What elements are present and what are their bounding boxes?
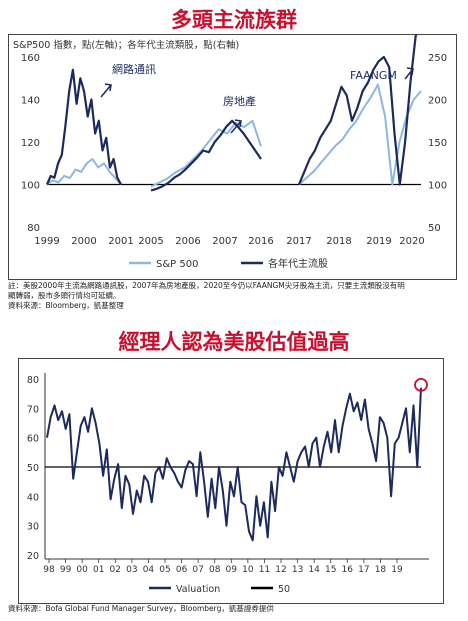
x-tick-label: 2005: [138, 236, 163, 247]
y-tick-label: 20: [27, 551, 39, 562]
legend-50-label: 50: [278, 584, 290, 595]
y-tick-label: 50: [27, 463, 39, 474]
x-tick-label: 02: [110, 565, 121, 575]
annotation-faangm: FAANGM: [350, 69, 397, 82]
x-tick-label: 13: [292, 565, 303, 575]
x-tick-label: 07: [192, 565, 203, 575]
left-tick-label: 140: [21, 96, 40, 107]
y-tick-label: 40: [27, 492, 39, 503]
sector-line-segment: [297, 22, 423, 186]
sp500-line-segment: [46, 158, 122, 186]
x-tick-label: 18: [375, 565, 387, 575]
chart1-svg: S&P500 指數，點(左軸)；各年代主流類股，點(右軸) 80 100 120 14…: [13, 22, 447, 270]
x-tick-label: 2016: [248, 236, 273, 247]
right-tick-label: 50: [428, 223, 441, 234]
x-tick-label: 09: [226, 565, 238, 575]
x-tick-label: 16: [342, 565, 354, 575]
annotation-network: 網路通訊: [112, 62, 156, 76]
y-tick-label: 80: [27, 375, 39, 386]
x-tick-label: 17: [358, 565, 369, 575]
y-tick-label: 70: [27, 404, 39, 415]
x-tick-label: 98: [43, 565, 55, 575]
left-tick-label: 100: [21, 181, 40, 192]
x-tick-label: 2020: [399, 236, 424, 247]
right-tick-label: 100: [428, 181, 447, 192]
latest-value-highlight-circle: [414, 377, 428, 392]
x-tick-label: 2000: [71, 236, 96, 247]
chart2-source: 資料來源：Bofa Global Fund Manager Survey，Blo…: [8, 604, 274, 613]
sp500-line-segment: [150, 119, 262, 188]
chart2-svg: 20 30 40 50 60 70 80 98 99 00 01 02 03 04 05 06 07 08 09 10…: [27, 373, 429, 595]
x-tick-label: 2018: [326, 236, 351, 247]
x-tick-label: 12: [275, 565, 286, 575]
x-tick-label: 06: [176, 565, 188, 575]
x-tick-label: 19: [391, 565, 403, 575]
sector-line-segment: [45, 68, 122, 186]
right-tick-label: 200: [428, 96, 447, 107]
x-tick-label: 01: [93, 565, 104, 575]
x-tick-label: 14: [308, 565, 320, 575]
legend-valuation-label: Valuation: [176, 584, 220, 595]
x-tick-label: 03: [126, 565, 137, 575]
left-tick-label: 80: [27, 223, 40, 234]
chart1-title: 多頭主流族群: [171, 7, 297, 32]
left-tick-label: 120: [21, 138, 40, 149]
annotation-network-arrow: [100, 83, 112, 98]
sp500-line-segment: [298, 83, 422, 186]
x-tick-label: 2019: [366, 236, 391, 247]
x-tick-label: 08: [209, 565, 221, 575]
legend-sector-label: 各年代主流股: [268, 257, 328, 270]
annotation-real-estate-arrow: [230, 119, 242, 134]
chart1-source: 資料來源：Bloomberg，凱基整理: [8, 301, 124, 310]
x-tick-label: 2007: [212, 236, 237, 247]
annotation-real-estate: 房地產: [223, 94, 256, 108]
chart2-notes: 資料來源：Bofa Global Fund Manager Survey，Blo…: [8, 604, 458, 614]
x-tick-label: 1999: [34, 236, 59, 247]
x-tick-label: 05: [159, 565, 170, 575]
y-tick-label: 60: [27, 434, 39, 445]
x-tick-label: 2006: [175, 236, 200, 247]
x-tick-label: 2001: [108, 236, 133, 247]
chart1-panel: S&P500 指數，點(左軸)；各年代主流類股，點(右軸) 80 100 120 14…: [8, 22, 457, 280]
sector-line-segment: [150, 119, 262, 192]
chart2-title: 經理人認為美股估值過高: [118, 329, 350, 354]
right-tick-label: 250: [428, 53, 447, 64]
chart1-notes: 註：美股2000年主流為網路通訊股，2007年為房地產股，2020至今仍以FAA…: [8, 281, 458, 311]
chart1-note-line-1: 註：美股2000年主流為網路通訊股，2007年為房地產股，2020至今仍以FAA…: [8, 281, 405, 290]
chart2-panel: 20 30 40 50 60 70 80 98 99 00 01 02 03 04 05 06 07 08 09 10…: [18, 358, 444, 604]
left-tick-label: 160: [21, 53, 40, 64]
chart1-note-line-2: 顯轉弱，股市多頭行情均可延續。: [8, 291, 121, 300]
x-tick-label: 11: [259, 565, 270, 575]
y-tick-label: 30: [27, 522, 39, 533]
right-tick-label: 150: [428, 138, 447, 149]
chart1-subtitle: S&P500 指數，點(左軸)；各年代主流類股，點(右軸): [13, 39, 239, 51]
legend-sp500-label: S&P 500: [156, 259, 198, 270]
x-tick-label: 99: [60, 565, 72, 575]
x-tick-label: 2017: [286, 236, 311, 247]
annotation-faangm-arrow: [404, 67, 414, 80]
x-tick-label: 10: [242, 565, 254, 575]
x-tick-label: 00: [76, 565, 88, 575]
valuation-line: [46, 387, 422, 542]
x-tick-label: 15: [325, 565, 336, 575]
x-tick-label: 04: [143, 565, 155, 575]
